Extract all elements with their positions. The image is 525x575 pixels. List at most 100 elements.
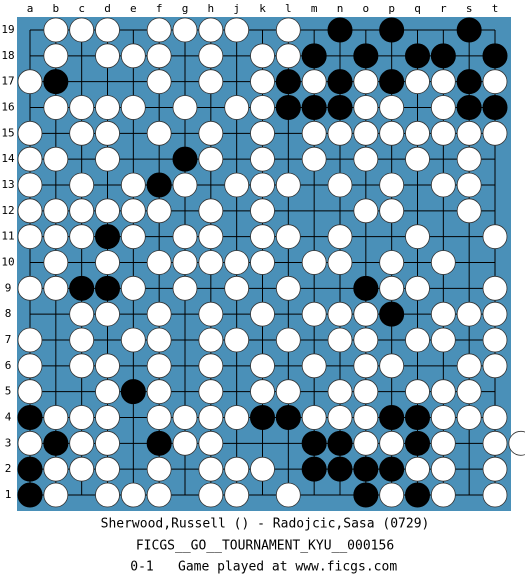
white-stone: [327, 224, 353, 250]
black-stone: [405, 482, 430, 508]
white-stone: [301, 250, 327, 275]
white-stone: [456, 379, 482, 405]
white-stone: [43, 224, 69, 250]
white-stone: [120, 172, 146, 198]
white-stone: [198, 120, 224, 146]
white-stone: [69, 95, 95, 120]
white-stone: [43, 146, 69, 172]
white-stone: [430, 301, 456, 327]
white-stone: [250, 172, 275, 198]
white-stone: [430, 120, 456, 146]
white-stone: [327, 405, 353, 430]
white-stone: [353, 120, 379, 146]
white-stone: [43, 405, 69, 430]
white-stone: [95, 405, 120, 430]
row-label: 2: [5, 462, 12, 475]
white-stone: [17, 430, 43, 456]
white-stone: [353, 146, 379, 172]
white-stone: [95, 301, 120, 327]
white-stone: [224, 327, 250, 353]
white-stone: [69, 353, 95, 379]
white-stone: [250, 301, 275, 327]
column-label: t: [492, 2, 499, 15]
white-stone: [198, 43, 224, 69]
white-stone: [379, 430, 405, 456]
black-stone: [379, 456, 405, 482]
white-stone: [224, 17, 250, 43]
white-stone: [120, 224, 146, 250]
white-stone: [69, 198, 95, 224]
column-label: a: [27, 2, 34, 15]
white-stone: [95, 146, 120, 172]
white-stone: [43, 198, 69, 224]
white-stone: [146, 120, 172, 146]
white-stone: [405, 379, 430, 405]
column-label: c: [78, 2, 85, 15]
white-stone: [482, 430, 508, 456]
black-stone: [482, 95, 508, 120]
black-stone: [17, 456, 43, 482]
white-stone: [250, 224, 275, 250]
white-stone: [17, 224, 43, 250]
white-stone: [120, 275, 146, 301]
white-stone: [430, 69, 456, 95]
white-stone: [146, 482, 172, 508]
black-stone: [95, 224, 120, 250]
row-label: 10: [1, 256, 14, 269]
black-stone: [456, 95, 482, 120]
column-label: r: [440, 2, 447, 15]
white-stone: [379, 250, 405, 275]
white-stone: [198, 482, 224, 508]
black-stone: [17, 482, 43, 508]
white-stone: [482, 456, 508, 482]
white-stone: [172, 95, 198, 120]
white-stone: [482, 405, 508, 430]
black-stone: [146, 430, 172, 456]
white-stone: [275, 43, 301, 69]
white-stone: [17, 69, 43, 95]
players: Sherwood,Russell () - Radojcic,Sasa (072…: [101, 517, 430, 532]
white-stone: [482, 275, 508, 301]
white-stone: [17, 353, 43, 379]
row-label: 16: [1, 101, 14, 114]
white-stone: [146, 301, 172, 327]
white-stone: [146, 198, 172, 224]
white-stone: [430, 456, 456, 482]
row-label: 8: [5, 307, 12, 320]
white-stone: [17, 198, 43, 224]
white-stone: [198, 69, 224, 95]
black-stone: [379, 17, 405, 43]
white-stone: [95, 95, 120, 120]
white-stone: [95, 17, 120, 43]
white-stone: [198, 198, 224, 224]
white-stone: [353, 301, 379, 327]
white-stone: [69, 120, 95, 146]
row-label: 14: [1, 152, 15, 165]
white-stone: [301, 146, 327, 172]
white-stone: [198, 301, 224, 327]
white-stone: [43, 250, 69, 275]
black-stone: [43, 69, 69, 95]
white-stone: [95, 430, 120, 456]
white-stone: [17, 327, 43, 353]
white-stone: [198, 224, 224, 250]
white-stone: [172, 250, 198, 275]
white-stone: [95, 198, 120, 224]
black-stone: [327, 456, 353, 482]
white-stone: [379, 482, 405, 508]
white-stone: [456, 120, 482, 146]
white-stone: [120, 43, 146, 69]
black-stone: [146, 172, 172, 198]
white-stone: [198, 250, 224, 275]
white-stone: [43, 275, 69, 301]
column-label: b: [53, 2, 60, 15]
white-stone: [69, 405, 95, 430]
white-stone: [95, 120, 120, 146]
black-stone: [379, 301, 405, 327]
white-stone: [69, 430, 95, 456]
white-stone: [224, 405, 250, 430]
white-stone: [301, 301, 327, 327]
white-stone: [430, 250, 456, 275]
white-stone: [353, 198, 379, 224]
